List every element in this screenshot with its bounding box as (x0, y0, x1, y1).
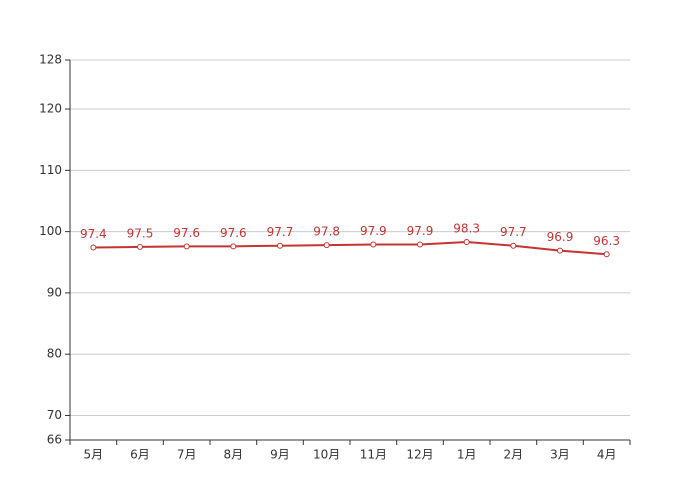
y-tick-label: 100 (39, 224, 62, 238)
x-tick-label: 5月 (84, 448, 104, 462)
data-point (230, 243, 237, 250)
x-tick-label: 2月 (504, 448, 524, 462)
x-tick-label: 1月 (457, 448, 477, 462)
data-label: 97.7 (500, 225, 527, 239)
data-label: 97.6 (220, 226, 247, 240)
data-label: 97.7 (267, 225, 294, 239)
y-tick-label: 120 (39, 102, 62, 116)
data-point (510, 242, 517, 249)
data-point (557, 247, 563, 254)
y-tick-label: 80 (47, 347, 62, 361)
data-point (183, 243, 190, 250)
data-label: 97.5 (127, 226, 154, 240)
data-label: 97.6 (173, 226, 200, 240)
y-tick-label: 128 (39, 53, 62, 67)
y-tick-label: 66 (47, 433, 62, 447)
x-tick-label: 12月 (406, 448, 433, 462)
data-point (603, 251, 610, 258)
data-point (417, 241, 423, 248)
x-tick-label: 8月 (224, 448, 244, 462)
data-point (323, 242, 330, 249)
data-label: 98.3 (453, 222, 480, 236)
x-tick-label: 11月 (360, 448, 387, 462)
data-point (463, 239, 470, 246)
y-tick-label: 70 (47, 408, 62, 422)
series-line (93, 241, 607, 256)
y-tick-label: 90 (47, 285, 62, 299)
data-label: 97.9 (360, 224, 387, 238)
x-tick-label: 9月 (270, 448, 290, 462)
data-label: 97.8 (313, 225, 340, 239)
data-label: 96.9 (547, 230, 574, 244)
x-tick-label: 3月 (550, 448, 570, 462)
x-tick-label: 4月 (597, 448, 617, 462)
data-point (90, 244, 97, 251)
data-label: 96.3 (593, 234, 620, 248)
data-label: 97.9 (407, 224, 434, 238)
x-tick-label: 6月 (130, 448, 150, 462)
y-tick-label: 110 (39, 163, 62, 177)
x-tick-label: 7月 (177, 448, 197, 462)
x-tick-label: 10月 (313, 448, 340, 462)
data-point (370, 241, 377, 248)
data-point (277, 242, 283, 249)
data-point (137, 243, 143, 250)
data-label: 97.4 (80, 227, 107, 241)
